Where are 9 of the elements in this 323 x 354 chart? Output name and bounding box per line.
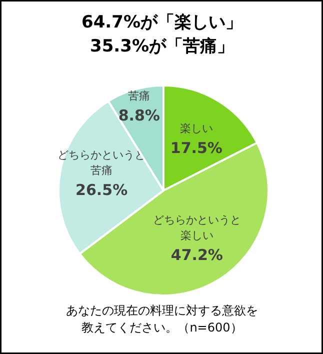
data-label: 8.8% [118, 106, 160, 125]
slice-label: どちらかというと楽しい [152, 213, 241, 242]
slice-label: 苦痛 [128, 90, 150, 103]
slice-label: 楽しい [180, 122, 213, 135]
chart-title: 64.7%が「楽しい」 35.3%が「苦痛」 [82, 12, 242, 56]
text: あなたの現在の料理に対する意欲を教えてください。（n=600） [66, 304, 258, 334]
data-label: 17.5% [170, 138, 222, 157]
data-label: 26.5% [76, 180, 128, 199]
data-label: 47.2% [170, 246, 223, 264]
